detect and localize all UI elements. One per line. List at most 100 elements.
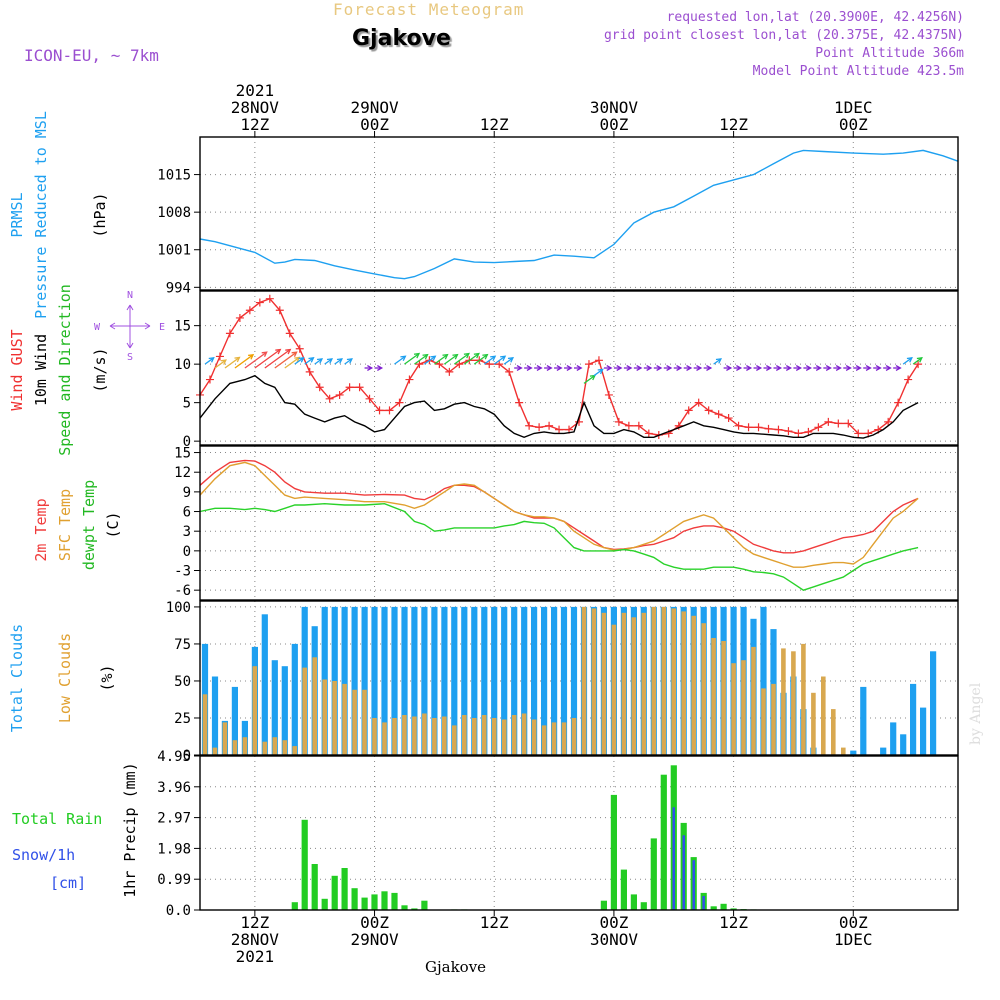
y-tick-label: 15 (174, 446, 191, 462)
panel-frame (199, 755, 959, 911)
bar-low-clouds (212, 747, 218, 755)
bar-low-clouds (821, 676, 826, 755)
wind-compass: N S W E (94, 290, 165, 363)
wind-arrow (404, 353, 420, 365)
bar-low-clouds (372, 718, 377, 755)
bar-low-clouds (671, 608, 676, 755)
bar-total-rain (391, 892, 398, 910)
gust-marker (215, 352, 224, 361)
panel-pressure: 994 1001 1008 1015 (157, 136, 959, 296)
wind-arrow-head (676, 365, 683, 371)
time-label-bottom: 12Z (719, 913, 748, 932)
gust-marker (794, 429, 803, 438)
bar-total-clouds (560, 606, 568, 755)
wind-arrow-head (482, 353, 489, 360)
gust-marker (914, 360, 923, 369)
panel-frame (199, 600, 959, 756)
bar-total-rain (301, 819, 308, 910)
bar-low-clouds (681, 611, 686, 755)
wind-arrow-head (490, 355, 497, 362)
time-label-bottom: 2021 (236, 947, 275, 966)
bar-total-rain (720, 903, 727, 910)
bar-total-clouds (471, 606, 478, 755)
wind-arrow-head (855, 365, 862, 371)
precip-snow-unit: [cm] (50, 874, 86, 892)
bar-total-rain (401, 905, 408, 910)
wind-arrow (433, 354, 448, 365)
compass-n: N (127, 290, 133, 301)
footer-location: Gjakove (425, 958, 487, 976)
gust-marker (764, 424, 773, 433)
bar-snow-1h (682, 835, 685, 910)
bar-total-clouds (570, 606, 578, 755)
gust-marker (245, 306, 254, 315)
compass-e: E (159, 322, 165, 333)
gust-marker (515, 398, 524, 407)
gust-marker (235, 313, 244, 322)
wind-arrow-head (895, 365, 902, 371)
bar-total-clouds (551, 606, 558, 755)
bar-total-clouds (541, 606, 548, 755)
bar-total-clouds (900, 734, 907, 755)
wind-arrow-head (516, 365, 523, 371)
y-tick-label: 100 (166, 600, 191, 616)
gust-marker (774, 425, 783, 434)
time-label-bottom: 1DEC (834, 930, 873, 949)
bar-low-clouds (571, 718, 577, 755)
bar-snow-1h (672, 807, 675, 910)
time-label-top: 30NOV (590, 98, 639, 117)
gust-marker (834, 419, 843, 428)
bar-total-rain (371, 894, 378, 910)
wind-arrow-head (473, 352, 480, 359)
time-label-bottom: 12Z (480, 913, 509, 932)
y-tick-label: 10 (174, 357, 191, 373)
time-label-bottom: 28NOV (231, 930, 280, 949)
bar-total-clouds (261, 614, 268, 755)
y-tick-label: -3 (174, 564, 191, 580)
wind-arrow-head (285, 348, 292, 355)
time-label-top: 12Z (240, 115, 269, 134)
bar-low-clouds (312, 657, 317, 755)
bar-total-rain (361, 897, 368, 910)
wind-arrow-head (336, 358, 344, 364)
y-tick-label: 0.99 (157, 872, 191, 888)
wind-arrow (214, 359, 227, 369)
gust-marker (525, 421, 534, 430)
wind-arrow (424, 355, 436, 365)
gust-marker (325, 394, 334, 403)
bar-total-clouds (431, 606, 438, 755)
wind-arrow-head (377, 365, 384, 371)
wind-arrow-head (706, 365, 713, 371)
bar-total-rain (411, 908, 418, 910)
gust-marker (395, 398, 404, 407)
panel-frame (199, 445, 959, 601)
gust-marker (365, 394, 374, 403)
bar-low-clouds (242, 737, 248, 755)
gust-marker (684, 406, 693, 415)
bar-low-clouds (661, 606, 667, 755)
panel-temperature: -6 -3 0 3 6 9 12 15 (174, 445, 959, 601)
header-model-altitude: Model Point Altitude 423.5m (752, 64, 964, 79)
wind-arrow (254, 349, 281, 369)
gust-marker (634, 421, 643, 430)
gust-marker (385, 406, 394, 415)
wind-arrow-head (234, 356, 241, 363)
wind-arrow (593, 368, 604, 377)
bar-total-rain (381, 891, 388, 910)
wind-arrow-head (400, 355, 407, 362)
bar-total-clouds (391, 606, 398, 755)
y-tick-label: 0 (183, 434, 191, 450)
gust-marker (744, 423, 753, 432)
wind-arrow (244, 351, 268, 369)
gust-marker (355, 383, 364, 392)
gust-marker (614, 417, 623, 426)
wind-arrow-head (825, 365, 832, 371)
bar-total-clouds (411, 606, 418, 755)
bar-low-clouds (392, 718, 397, 755)
wind-arrow (414, 354, 428, 365)
wind-arrow-head (536, 365, 543, 371)
bar-total-rain (630, 894, 637, 910)
pressure-name-label: PRMSL (8, 192, 26, 237)
bar-total-rain (610, 794, 617, 910)
wind-arrow-head (576, 365, 583, 371)
